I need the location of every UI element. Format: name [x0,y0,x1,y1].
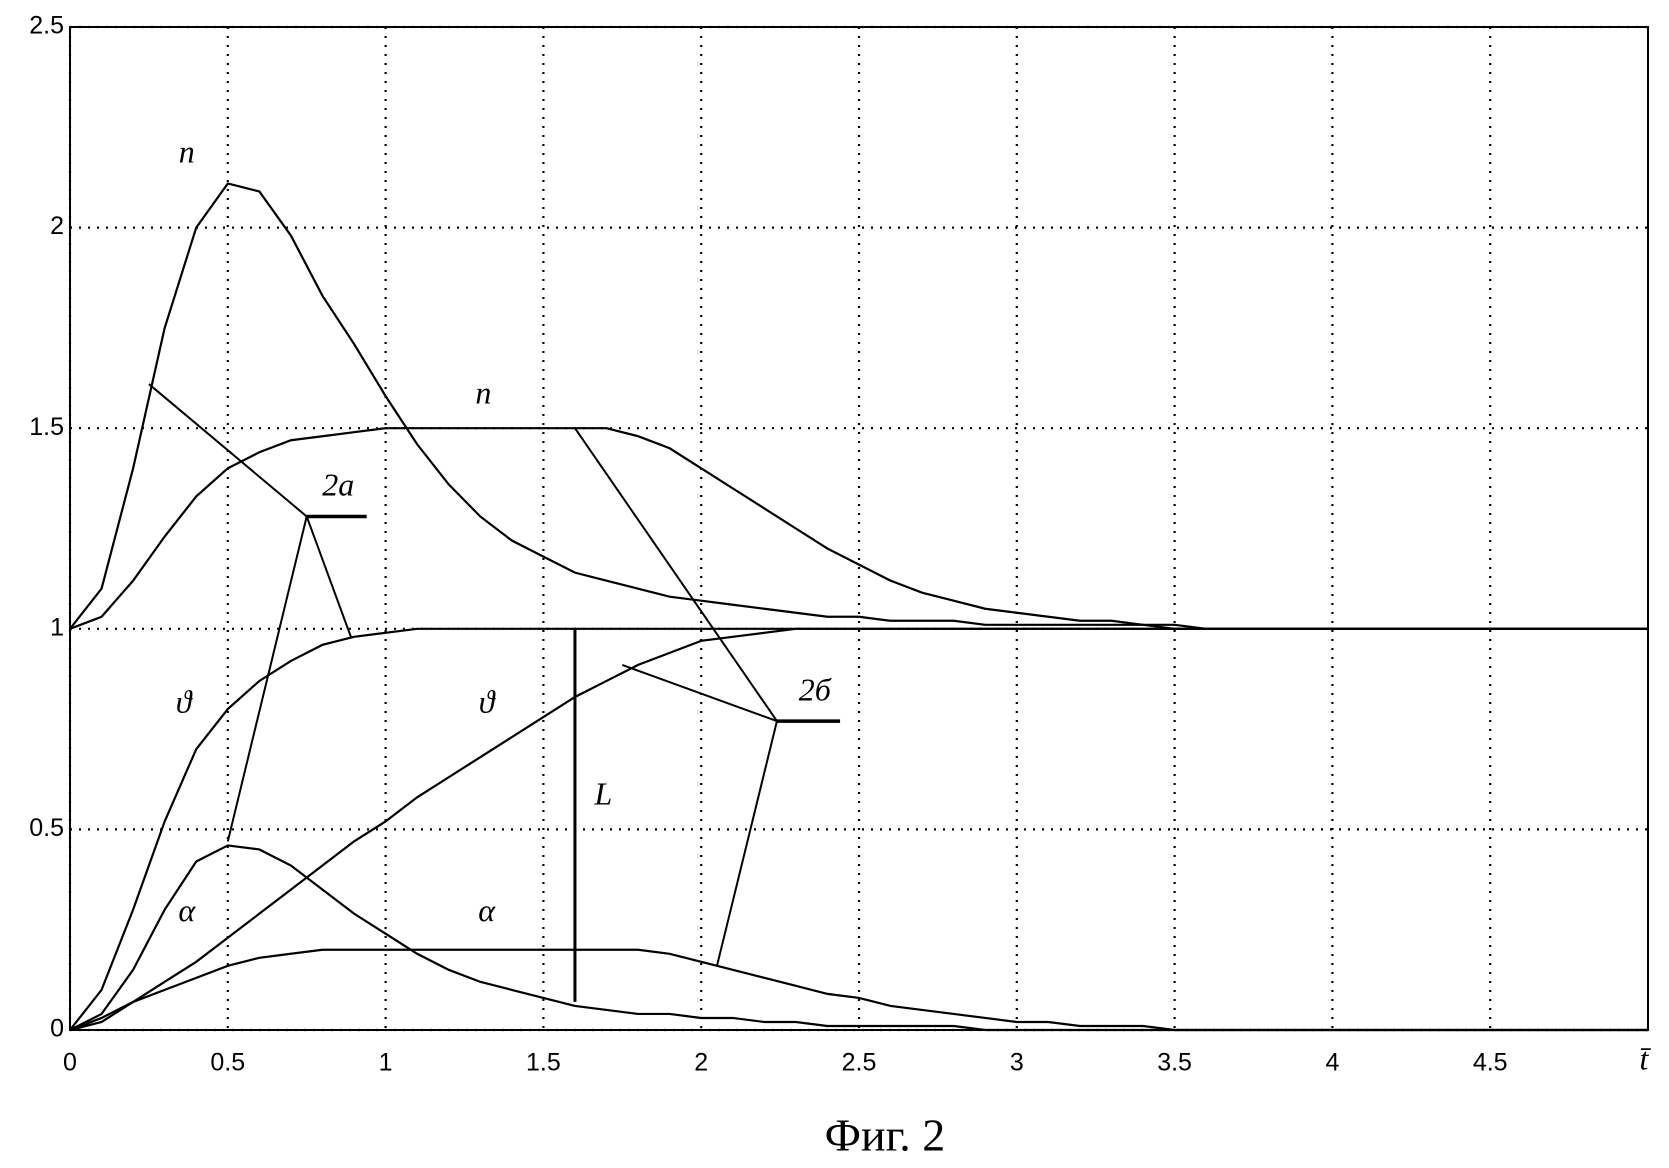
y-tick-label: 1.5 [29,413,64,441]
x-tick-label: 1 [379,1049,393,1077]
x-tick-label: 2.5 [842,1049,877,1077]
x-tick-label: 0.5 [210,1049,245,1077]
legend-label: ϑ [176,683,194,719]
leader-line [575,428,777,721]
leader-line [717,721,777,966]
x-axis-label: t̄ [1640,1040,1652,1076]
x-tick-label: 0 [63,1049,77,1077]
legend-label: n [475,374,491,410]
legend-label: α [178,892,196,928]
x-tick-label: 3.5 [1157,1049,1192,1077]
leader-line [228,516,307,841]
x-tick-label: 4 [1325,1049,1339,1077]
leader-line [622,665,777,721]
y-tick-label: 2.5 [29,12,64,40]
leader-line [307,516,351,636]
x-tick-label: 3 [1010,1049,1024,1077]
annotation: 2а [322,467,354,503]
legend-label: ϑ [479,683,497,719]
chart-title: Фиг. 2 [825,1110,946,1161]
series-line [70,428,1648,629]
x-tick-label: 4.5 [1473,1049,1508,1077]
annotation: L [593,776,612,812]
x-tick-label: 1.5 [526,1049,561,1077]
y-tick-label: 2 [50,212,64,240]
legend-label: n [179,134,195,170]
plot-frame [70,27,1648,1030]
y-tick-label: 0.5 [29,814,64,842]
legend-label: α [478,892,496,928]
x-tick-label: 2 [694,1049,708,1077]
annotation: 2б [799,671,832,707]
y-tick-label: 1 [50,613,64,641]
y-tick-label: 0 [50,1015,64,1043]
